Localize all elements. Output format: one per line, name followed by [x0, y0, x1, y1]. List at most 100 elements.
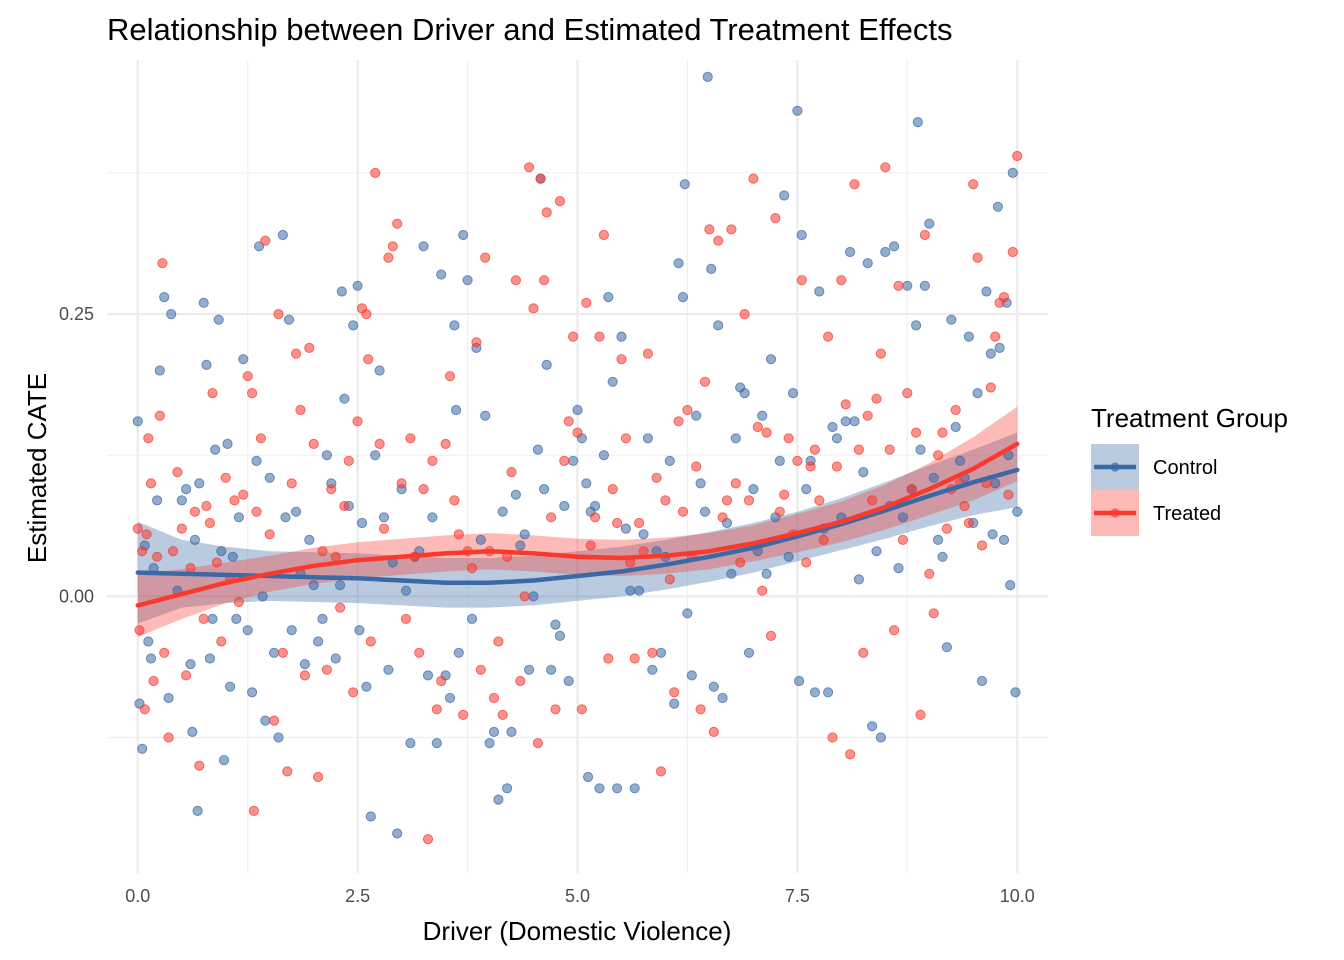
data-point-control — [466, 613, 478, 625]
data-point-treated — [453, 529, 464, 540]
data-point-control — [774, 455, 785, 466]
data-point-control — [1012, 506, 1023, 517]
x-tick-label: 5.0 — [565, 886, 590, 906]
data-point-treated — [172, 467, 183, 478]
data-point-control — [222, 438, 233, 449]
data-point-treated — [818, 534, 829, 546]
data-point-control — [242, 625, 253, 636]
data-point-treated — [229, 495, 240, 506]
data-point-control — [985, 348, 996, 359]
data-point-treated — [550, 704, 561, 715]
data-point-control — [176, 495, 187, 506]
data-point-control — [955, 455, 966, 466]
data-point-control — [488, 726, 500, 738]
data-point-control — [761, 568, 772, 579]
data-point-control — [152, 495, 163, 506]
data-point-control — [260, 715, 271, 726]
x-axis-title: Driver (Domestic Violence) — [423, 916, 732, 946]
data-point-control — [950, 421, 961, 433]
data-point-treated — [152, 551, 163, 562]
data-point-control — [365, 811, 376, 822]
data-point-control — [378, 512, 390, 523]
data-point-control — [673, 258, 684, 269]
data-point-control — [664, 455, 675, 466]
data-point-treated — [845, 749, 856, 760]
data-point-control — [502, 783, 513, 794]
data-point-control — [273, 732, 284, 743]
data-point-control — [994, 342, 1005, 353]
data-point-treated — [189, 506, 200, 517]
data-point-treated — [717, 512, 728, 523]
data-point-control — [695, 478, 706, 489]
data-point-treated — [159, 647, 170, 658]
data-point-control — [238, 354, 249, 365]
data-point-treated — [317, 546, 328, 557]
data-point-control — [216, 546, 227, 557]
data-point-control — [581, 478, 592, 489]
data-point-treated — [634, 517, 645, 529]
data-point-treated — [805, 461, 816, 472]
data-point-control — [277, 229, 288, 241]
data-point-control — [682, 608, 693, 619]
data-point-control — [794, 675, 805, 687]
data-point-treated — [660, 495, 671, 506]
data-point-treated — [141, 529, 152, 540]
data-point-control — [207, 613, 218, 625]
data-point-control — [937, 551, 948, 562]
data-point-treated — [132, 523, 143, 534]
data-point-treated — [831, 461, 843, 472]
data-point-control — [515, 540, 526, 551]
data-point-control — [647, 664, 658, 675]
data-point-control — [137, 743, 148, 754]
legend-key-point — [1110, 462, 1120, 472]
data-point-control — [280, 512, 291, 523]
data-point-control — [187, 726, 198, 738]
data-point-treated — [444, 371, 456, 382]
chart-title: Relationship between Driver and Estimate… — [107, 12, 952, 47]
data-point-control — [264, 472, 275, 483]
data-point-treated — [629, 653, 640, 664]
data-point-control — [308, 580, 319, 591]
data-point-treated — [528, 303, 539, 314]
data-point-control — [933, 534, 944, 546]
data-point-control — [383, 664, 394, 675]
data-point-control — [823, 687, 834, 698]
data-point-treated — [554, 196, 566, 207]
data-point-control — [166, 309, 177, 320]
data-point-treated — [871, 393, 882, 404]
data-point-control — [625, 585, 636, 596]
data-point-control — [559, 500, 570, 512]
data-point-control — [612, 783, 623, 794]
data-point-treated — [823, 331, 834, 342]
data-point-control — [405, 738, 416, 749]
data-point-control — [519, 529, 530, 540]
data-point-control — [840, 416, 851, 427]
data-point-treated — [682, 404, 693, 416]
data-point-control — [972, 388, 983, 399]
data-point-treated — [559, 455, 570, 466]
data-point-treated — [612, 517, 623, 529]
data-point-treated — [915, 709, 926, 721]
data-point-treated — [295, 404, 306, 416]
data-point-control — [418, 241, 429, 252]
data-point-treated — [365, 636, 376, 647]
data-point-treated — [814, 495, 825, 506]
data-point-control — [444, 692, 456, 704]
data-point-control — [163, 692, 174, 704]
data-point-treated — [1003, 489, 1014, 500]
data-point-treated — [383, 252, 394, 263]
data-point-control — [532, 444, 544, 455]
data-point-control — [497, 506, 508, 517]
data-point-control — [655, 647, 667, 658]
data-point-treated — [137, 546, 148, 557]
data-point-treated — [264, 529, 275, 540]
data-point-control — [739, 388, 750, 399]
x-tick-label: 2.5 — [345, 886, 370, 906]
data-point-treated — [638, 546, 649, 557]
data-point-treated — [809, 444, 821, 455]
data-point-treated — [282, 766, 293, 777]
data-point-treated — [699, 376, 711, 387]
data-point-control — [354, 625, 365, 636]
data-point-treated — [774, 506, 785, 517]
data-point-treated — [959, 500, 970, 512]
